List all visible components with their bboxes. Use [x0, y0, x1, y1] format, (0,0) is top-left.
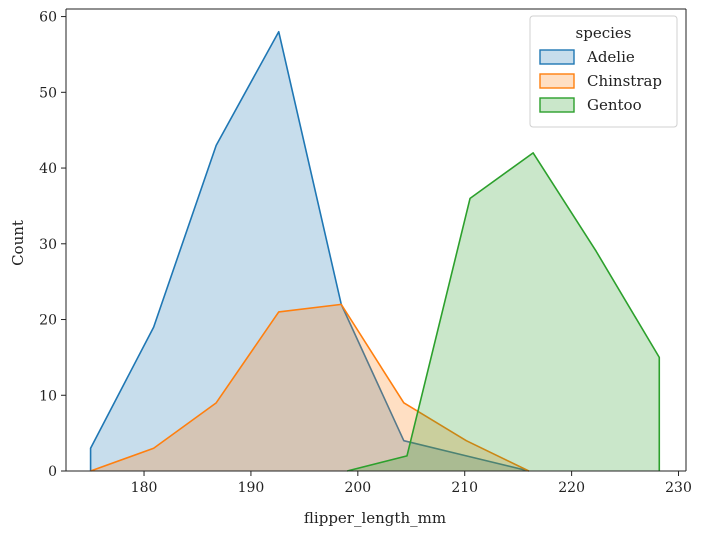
- y-axis-label: Count: [9, 220, 27, 266]
- series-layer: [89, 30, 661, 472]
- y-tick-label: 0: [48, 464, 57, 480]
- y-tick-label: 20: [39, 313, 57, 329]
- legend-label-gentoo: Gentoo: [587, 96, 642, 114]
- x-tick-label: 180: [131, 480, 158, 496]
- series-line-gentoo: [346, 152, 661, 472]
- series-line-adelie: [89, 30, 530, 472]
- x-axis-label: flipper_length_mm: [304, 509, 446, 527]
- series-line-chinstrap: [90, 303, 530, 472]
- ticks-layer: 180 190 200 210 220 230 0 10 20 30 40 50 60: [39, 10, 692, 496]
- x-tick-label: 230: [665, 480, 692, 496]
- legend-swatch-chinstrap: [539, 73, 575, 89]
- x-tick-label: 220: [558, 480, 585, 496]
- legend-frame: [529, 15, 678, 128]
- legend-entries: Adelie Chinstrap Gentoo: [539, 48, 662, 114]
- legend: species Adelie Chinstrap Gentoo: [529, 15, 678, 128]
- legend-swatch-adelie: [539, 49, 575, 65]
- x-tick-label: 210: [451, 480, 478, 496]
- y-tick-label: 10: [39, 388, 57, 404]
- x-tick-label: 190: [238, 480, 265, 496]
- legend-title: species: [576, 24, 632, 42]
- y-tick-label: 50: [39, 85, 57, 101]
- y-tick-label: 60: [39, 10, 57, 26]
- y-tick-label: 30: [39, 237, 57, 253]
- x-tick-label: 200: [344, 480, 371, 496]
- legend-label-adelie: Adelie: [586, 48, 635, 66]
- legend-swatch-gentoo: [539, 97, 575, 113]
- axes-layer: [65, 8, 687, 472]
- y-tick-label: 40: [39, 161, 57, 177]
- legend-label-chinstrap: Chinstrap: [587, 72, 662, 90]
- series-area-chinstrap: [90, 304, 529, 471]
- series-area-adelie: [90, 31, 529, 471]
- series-area-gentoo: [347, 152, 660, 471]
